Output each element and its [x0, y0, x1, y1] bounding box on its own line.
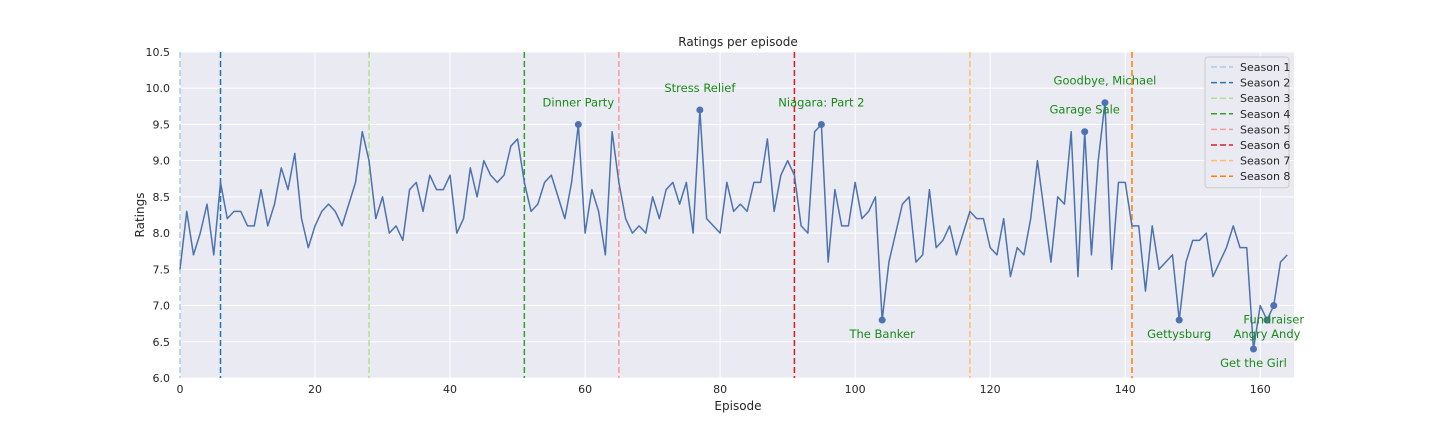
legend-label: Season 6 [1240, 139, 1290, 152]
y-axis-label: Ratings [133, 193, 147, 238]
annotation-label: Niagara: Part 2 [778, 95, 864, 109]
legend-label: Season 1 [1240, 61, 1290, 74]
x-tick-label: 60 [578, 383, 592, 396]
annotation-point [1263, 316, 1271, 324]
annotation-label: Get the Girl [1220, 356, 1287, 370]
y-tick-label: 8.0 [153, 227, 171, 240]
annotation-label: The Banker [848, 327, 915, 341]
annotation-point [1175, 316, 1183, 324]
plot-background [180, 52, 1294, 378]
legend-label: Season 7 [1240, 155, 1290, 168]
x-axis-ticks: 0 20 40 60 80 100 120 140 160 [177, 383, 1271, 396]
annotations: Dinner Party Stress Relief Niagara: Part 2… [543, 74, 1305, 370]
annotation-label: Stress Relief [664, 81, 736, 95]
legend-label: Season 4 [1240, 108, 1290, 121]
x-tick-label: 40 [443, 383, 457, 396]
annotation-label: Gettysburg [1147, 327, 1211, 341]
x-tick-label: 100 [845, 383, 866, 396]
x-tick-label: 120 [980, 383, 1001, 396]
annotation-point [696, 106, 704, 114]
y-tick-label: 10.5 [146, 46, 171, 59]
legend-box [1204, 56, 1290, 189]
series-layer [179, 101, 1288, 350]
series-line [179, 101, 1288, 350]
annotation-label: Angry Andy [1234, 327, 1301, 341]
annotation-point [817, 120, 825, 128]
x-tick-label: 0 [177, 383, 184, 396]
y-tick-label: 10.0 [146, 82, 171, 95]
legend-label: Season 8 [1240, 170, 1290, 183]
annotation-point [1270, 302, 1278, 310]
legend-label: Season 3 [1240, 92, 1290, 105]
annotation-point [574, 120, 582, 128]
x-axis-label: Episode [714, 399, 761, 413]
y-tick-label: 7.0 [153, 300, 171, 313]
grid [179, 51, 1294, 379]
chart-title: Ratings per episode [678, 35, 797, 49]
season-lines [179, 52, 1133, 378]
annotation-point [878, 316, 886, 324]
legend-label: Season 5 [1240, 123, 1290, 136]
annotation-label: Garage Sale [1050, 103, 1120, 117]
y-tick-label: 8.5 [153, 191, 171, 204]
annotation-point [1081, 128, 1089, 136]
y-tick-label: 9.0 [153, 155, 171, 168]
y-tick-label: 9.5 [153, 118, 171, 131]
annotation-point [1101, 99, 1109, 107]
legend: Season 1 Season 2 Season 3 Season 4 Season 5… [1204, 56, 1290, 189]
y-tick-label: 6.0 [153, 372, 171, 385]
legend-label: Season 2 [1240, 77, 1290, 90]
x-tick-label: 140 [1115, 383, 1136, 396]
annotation-point [1249, 345, 1257, 353]
x-tick-label: 160 [1250, 383, 1271, 396]
x-tick-label: 20 [308, 383, 322, 396]
y-axis-ticks: 6.0 6.5 7.0 7.5 8.0 8.5 9.0 9.5 10.0 10.5 [146, 46, 171, 385]
y-tick-label: 7.5 [153, 263, 171, 276]
y-tick-label: 6.5 [153, 336, 171, 349]
annotation-label: Goodbye, Michael [1054, 74, 1157, 88]
x-tick-label: 80 [713, 383, 727, 396]
annotation-label: Dinner Party [543, 95, 615, 109]
annotation-label: Fundraiser [1243, 313, 1304, 327]
